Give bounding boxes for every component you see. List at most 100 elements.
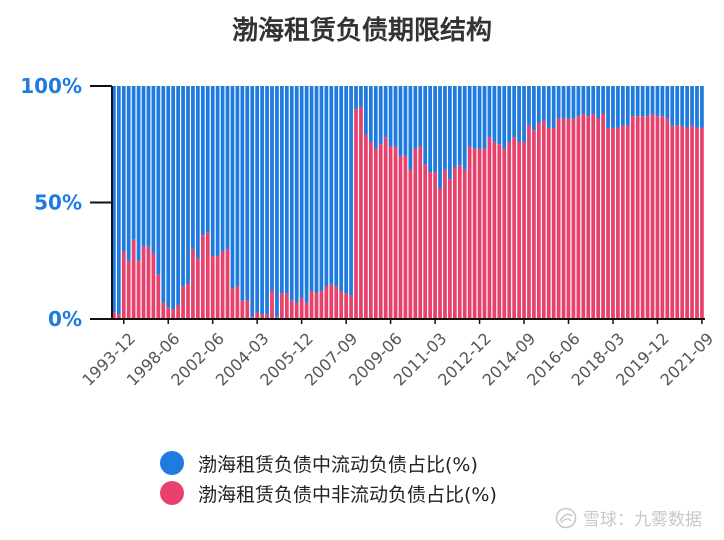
bar-noncurrent	[146, 246, 151, 319]
bar-current	[220, 86, 225, 252]
bar-noncurrent	[675, 125, 680, 319]
bar-current	[368, 86, 373, 142]
bar-current	[660, 86, 665, 117]
bar-noncurrent	[151, 253, 156, 319]
bar-current	[601, 86, 605, 114]
bar-noncurrent	[309, 291, 314, 319]
watermark: 雪球：九雾数据	[555, 505, 702, 530]
bar-current	[452, 86, 457, 168]
bar-noncurrent	[620, 125, 625, 319]
legend-item-noncurrent[interactable]: 渤海租赁负债中非流动负债占比(%)	[160, 478, 497, 508]
bar-noncurrent	[334, 286, 339, 319]
bar-noncurrent	[507, 141, 512, 319]
bar-current	[635, 86, 640, 117]
bar-current	[423, 86, 428, 166]
bar-noncurrent	[210, 256, 215, 319]
bar-noncurrent	[546, 127, 551, 319]
legend-item-current[interactable]: 渤海租赁负债中流动负债占比(%)	[160, 448, 497, 478]
y-tick-label: 100%	[20, 74, 82, 98]
bar-current	[596, 86, 601, 119]
bar-noncurrent	[176, 305, 180, 319]
bar-noncurrent	[680, 125, 685, 319]
bar-current	[339, 86, 344, 292]
bar-noncurrent	[329, 284, 334, 319]
bar-noncurrent	[131, 239, 136, 319]
bar-noncurrent	[670, 125, 675, 319]
bar-noncurrent	[289, 300, 294, 319]
bar-current	[675, 86, 680, 126]
bar-noncurrent	[260, 314, 264, 319]
bar-current	[324, 86, 329, 287]
bar-noncurrent	[462, 169, 467, 319]
bar-noncurrent	[359, 106, 363, 319]
bar-noncurrent	[685, 127, 689, 319]
bar-current	[196, 86, 200, 259]
bar-noncurrent	[581, 113, 586, 320]
bar-current	[616, 86, 620, 128]
bar-noncurrent	[181, 286, 185, 319]
bar-noncurrent	[497, 144, 502, 319]
bar-noncurrent	[522, 141, 526, 319]
bar-current	[260, 86, 264, 315]
bar-noncurrent	[596, 118, 601, 320]
bar-noncurrent	[265, 314, 269, 319]
bar-current	[151, 86, 156, 254]
bar-noncurrent	[418, 146, 423, 319]
bar-current	[477, 86, 482, 149]
bar-current	[354, 86, 358, 110]
bar-noncurrent	[161, 302, 166, 319]
bar-noncurrent	[200, 235, 205, 319]
bar-noncurrent	[250, 316, 255, 319]
bar-noncurrent	[186, 284, 190, 319]
bar-current	[284, 86, 289, 294]
bar-noncurrent	[156, 274, 161, 319]
bar-noncurrent	[457, 165, 462, 319]
bar-current	[413, 86, 418, 149]
bar-noncurrent	[571, 118, 576, 320]
bar-current	[186, 86, 190, 285]
bar-current	[294, 86, 299, 303]
bar-noncurrent	[536, 123, 541, 319]
bar-noncurrent	[660, 116, 665, 319]
bar-noncurrent	[512, 137, 517, 319]
bar-current	[349, 86, 353, 296]
legend-swatch-current	[160, 451, 184, 475]
bar-noncurrent	[438, 188, 442, 319]
bar-current	[408, 86, 413, 170]
bar-current	[625, 86, 630, 126]
bar-current	[191, 86, 195, 250]
legend-label-current: 渤海租赁负债中流动负债占比(%)	[198, 453, 478, 476]
bar-noncurrent	[230, 288, 235, 319]
bar-current	[240, 86, 245, 301]
bar-current	[670, 86, 675, 126]
bar-current	[448, 86, 452, 180]
bar-current	[532, 86, 536, 131]
bar-noncurrent	[601, 113, 605, 320]
bar-current	[685, 86, 689, 128]
bar-noncurrent	[388, 146, 393, 319]
bar-noncurrent	[502, 148, 507, 319]
bar-noncurrent	[606, 127, 610, 319]
bar-current	[304, 86, 309, 303]
bar-current	[359, 86, 363, 107]
bar-current	[655, 86, 660, 117]
bar-current	[472, 86, 477, 149]
bar-current	[176, 86, 180, 306]
bar-noncurrent	[166, 307, 171, 319]
bar-current	[586, 86, 591, 117]
bar-current	[200, 86, 205, 236]
bar-noncurrent	[477, 148, 482, 319]
bar-current	[403, 86, 408, 156]
bar-current	[556, 86, 561, 119]
bar-noncurrent	[616, 127, 620, 319]
bar-current	[527, 86, 531, 126]
bar-current	[398, 86, 403, 156]
bar-current	[640, 86, 645, 117]
bar-noncurrent	[428, 172, 433, 319]
bar-current	[650, 86, 655, 114]
bar-current	[289, 86, 294, 301]
bar-noncurrent	[393, 146, 398, 319]
bar-current	[181, 86, 185, 287]
bar-noncurrent	[645, 116, 650, 319]
bar-noncurrent	[354, 109, 358, 319]
